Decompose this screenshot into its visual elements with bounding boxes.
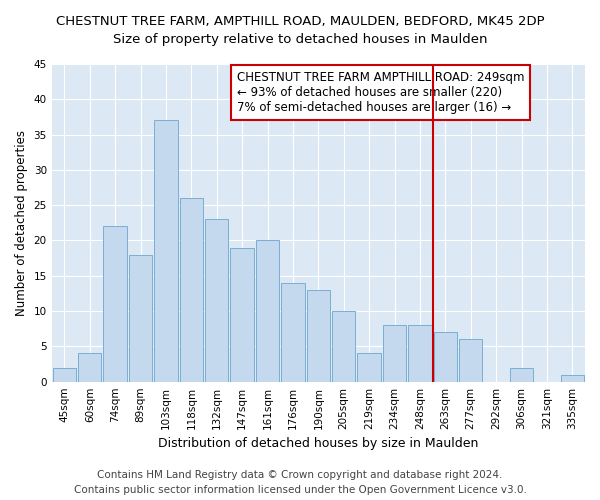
Text: Size of property relative to detached houses in Maulden: Size of property relative to detached ho… — [113, 32, 487, 46]
Bar — [154, 120, 178, 382]
Bar — [129, 254, 152, 382]
Bar — [307, 290, 330, 382]
Bar — [358, 354, 381, 382]
Text: CHESTNUT TREE FARM, AMPTHILL ROAD, MAULDEN, BEDFORD, MK45 2DP: CHESTNUT TREE FARM, AMPTHILL ROAD, MAULD… — [56, 15, 544, 28]
Bar — [459, 340, 482, 382]
Bar — [230, 248, 254, 382]
Bar — [383, 325, 406, 382]
Bar — [103, 226, 127, 382]
Bar — [205, 220, 229, 382]
Bar — [256, 240, 279, 382]
Bar — [78, 354, 101, 382]
Bar — [281, 283, 305, 382]
Bar — [332, 311, 355, 382]
X-axis label: Distribution of detached houses by size in Maulden: Distribution of detached houses by size … — [158, 437, 479, 450]
Text: CHESTNUT TREE FARM AMPTHILL ROAD: 249sqm
← 93% of detached houses are smaller (2: CHESTNUT TREE FARM AMPTHILL ROAD: 249sqm… — [237, 71, 524, 114]
Text: Contains HM Land Registry data © Crown copyright and database right 2024.
Contai: Contains HM Land Registry data © Crown c… — [74, 470, 526, 495]
Y-axis label: Number of detached properties: Number of detached properties — [15, 130, 28, 316]
Bar — [434, 332, 457, 382]
Bar — [510, 368, 533, 382]
Bar — [408, 325, 431, 382]
Bar — [560, 374, 584, 382]
Bar — [53, 368, 76, 382]
Bar — [179, 198, 203, 382]
